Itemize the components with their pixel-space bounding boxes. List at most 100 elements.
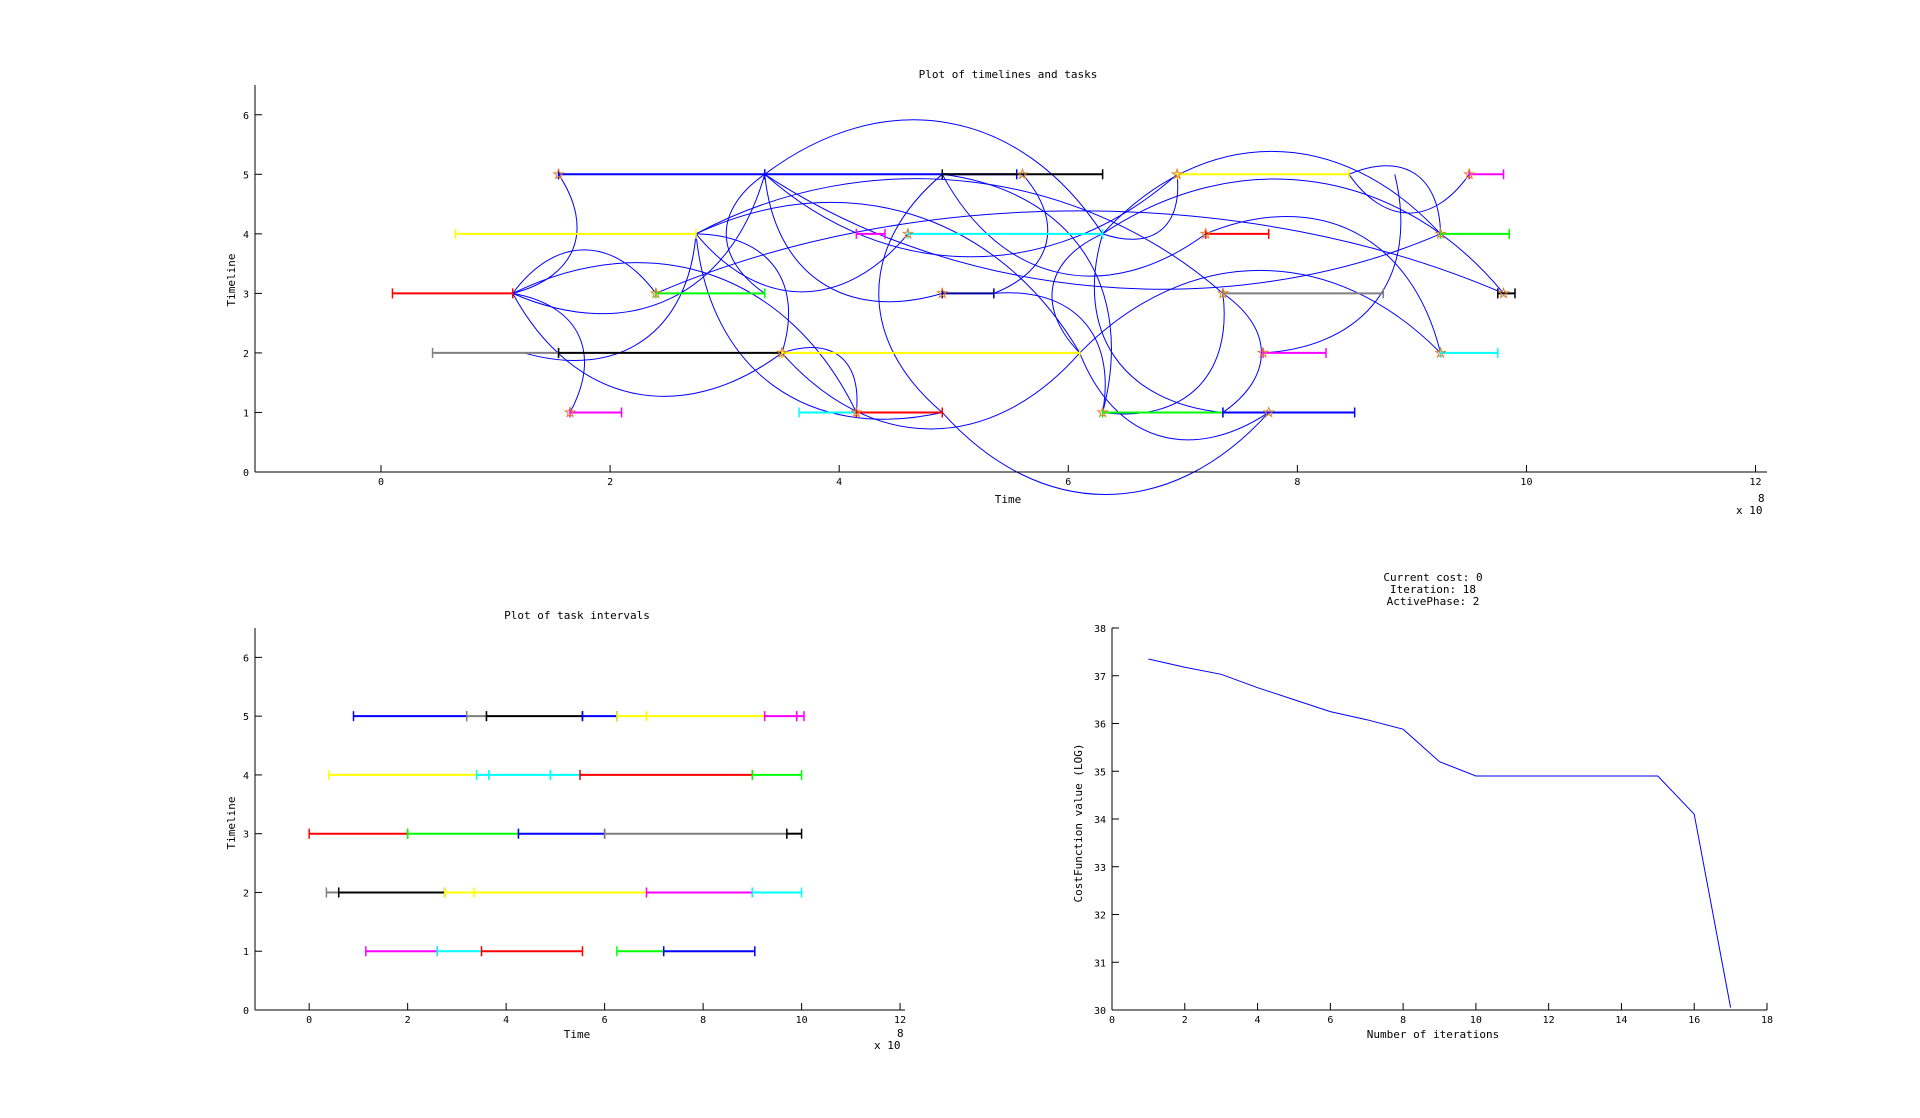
intervals-y-tick-label: 6 [243,653,249,664]
task-star-marker [1462,167,1476,180]
intervals-y-tick-label: 1 [243,947,249,958]
intervals-x-tick-label: 2 [405,1015,411,1026]
task-star-marker [1262,405,1275,418]
task-connection-curve [781,347,858,413]
task-star-marker [552,167,565,180]
intervals-plot-ylabel: Timeline [225,797,238,850]
task-connection-curve [512,174,578,294]
task-connection-curve [993,173,1049,294]
task-connection-curve [1102,174,1179,240]
task-connection-curve [1348,174,1470,214]
intervals-y-tick-label: 4 [243,771,249,782]
task-connection-curve [941,412,1270,495]
task-connection-curve [878,173,943,413]
cost-x-tick-label: 8 [1400,1015,1406,1026]
task-star-marker [1096,405,1109,418]
task-connection-curve [512,174,766,315]
cost-y-tick-label: 30 [1094,1006,1106,1017]
task-connection-curve [1079,352,1270,441]
timelines-y-tick-label: 2 [243,349,249,360]
cost-y-tick-label: 31 [1094,958,1106,969]
task-connection-curve [1222,292,1262,413]
intervals-plot-exponent-label: x 10 [874,1039,901,1052]
task-intervals-plot: Plot of task intervals 0 2 4 6 8 10 120123456 … [225,609,906,1052]
task-connection-curve [512,262,857,413]
timelines-plot-xlabel: Time [995,493,1022,506]
task-star-marker [563,406,577,418]
intervals-y-tick-label: 2 [243,888,249,899]
task-connection-curve [695,233,790,354]
intervals-plot-xlabel: Time [564,1028,591,1041]
intervals-x-tick-label: 10 [796,1015,808,1026]
intervals-x-tick-label: 0 [306,1015,312,1026]
task-connection-curve [1102,178,1504,294]
task-connection-curve [725,173,766,294]
task-connection-curve [695,233,943,420]
cost-x-tick-label: 6 [1327,1015,1333,1026]
task-star-marker [1497,286,1510,299]
cost-plot-title-line-2: Iteration: 18 [1390,583,1476,596]
timelines-plot-exponent-label: x 10 [1736,504,1763,517]
timelines-x-tick-label: 12 [1750,477,1762,488]
timelines-y-tick-label: 0 [243,468,249,479]
task-star-marker [1216,286,1230,299]
task-star-marker [649,286,663,299]
task-connection-curve [764,173,1441,290]
cost-plot-xlabel: Number of iterations [1367,1028,1499,1041]
task-connection-curve [1102,151,1441,235]
task-connection-curve [695,201,1081,354]
cost-plot-title-line-1: Current cost: 0 [1383,571,1482,584]
timelines-tasks-plot: Plot of timelines and tasks 0 2 4 6 8 10 12012… [225,68,1767,517]
task-connection-curve [655,210,1504,294]
cost-x-tick-label: 12 [1543,1015,1555,1026]
task-connection-curve [1094,233,1223,413]
task-connection-curve [781,352,1081,430]
cost-y-tick-label: 38 [1094,624,1106,635]
intervals-y-tick-label: 0 [243,1006,249,1017]
cost-y-tick-label: 37 [1094,672,1106,683]
cost-x-tick-label: 16 [1688,1015,1700,1026]
timelines-x-tick-label: 8 [1294,477,1300,488]
timelines-plot-exponent: 8 [1758,492,1765,505]
cost-x-tick-label: 2 [1182,1015,1188,1026]
cost-plot-ylabel: CostFunction value (LOG) [1072,744,1085,903]
task-star-marker [1434,346,1447,359]
timelines-y-tick-label: 1 [243,408,249,419]
timelines-y-tick-label: 4 [243,230,249,241]
intervals-x-tick-label: 4 [503,1015,509,1026]
cost-series [1148,658,1732,1008]
cost-x-tick-label: 14 [1615,1015,1627,1026]
timelines-y-tick-label: 5 [243,170,249,181]
timelines-y-tick-label: 3 [243,289,249,300]
task-connection-curve [764,174,943,303]
task-connection-curve [695,233,909,293]
intervals-y-tick-label: 5 [243,712,249,723]
timelines-plot-ylabel: Timeline [225,254,238,307]
intervals-x-tick-label: 12 [894,1015,906,1026]
intervals-x-tick-label: 8 [700,1015,706,1026]
task-markers [552,167,1510,418]
timelines-y-tick-label: 6 [243,111,249,122]
task-connection-curve [993,292,1106,413]
task-connection-curve [764,119,1104,235]
task-bars [391,169,1516,418]
cost-y-tick-label: 32 [1094,911,1106,922]
cost-x-tick-label: 4 [1255,1015,1261,1026]
timelines-plot-title: Plot of timelines and tasks [919,68,1098,81]
cost-y-tick-label: 35 [1094,767,1106,778]
task-star-marker [775,346,789,359]
task-connection-curve [512,293,783,397]
timelines-x-tick-label: 2 [607,477,613,488]
task-connection-curve [1348,165,1442,234]
cost-y-tick-label: 36 [1094,720,1106,731]
task-star-marker [1199,227,1212,240]
task-connections [512,119,1504,495]
task-connection-curve [941,174,1207,277]
task-star-marker [901,227,915,240]
cost-function-plot: Current cost: 0 Iteration: 18 ActivePhas… [1072,571,1773,1041]
task-star-marker [1170,167,1184,180]
cost-y-tick-label: 34 [1094,815,1106,826]
